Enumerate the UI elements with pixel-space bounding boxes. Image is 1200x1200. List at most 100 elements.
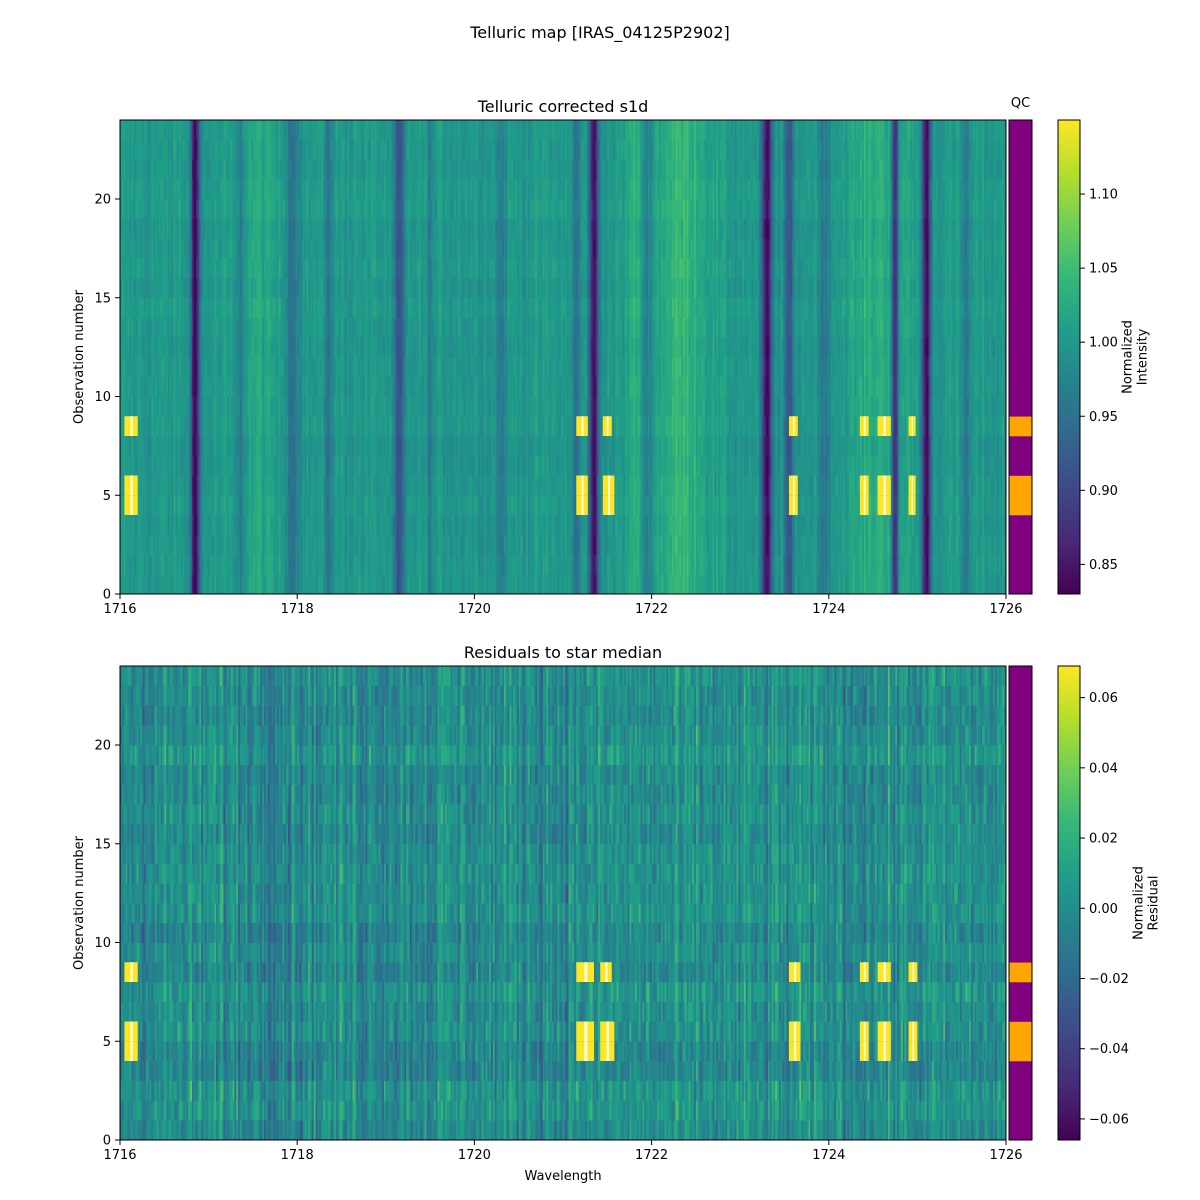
heatmap-cell	[533, 515, 536, 536]
heatmap-cell	[136, 554, 139, 575]
heatmap-cell	[699, 554, 702, 575]
heatmap-cell	[945, 574, 948, 595]
heatmap-cell	[282, 515, 285, 536]
heatmap-cell	[295, 475, 298, 496]
heatmap-cell	[895, 475, 898, 496]
heatmap-cell	[688, 515, 691, 536]
heatmap-cell	[673, 534, 676, 555]
heatmap-cell	[937, 436, 940, 457]
heatmap-cell	[991, 534, 994, 555]
heatmap-cell	[712, 534, 715, 555]
heatmap-cell	[487, 515, 490, 536]
heatmap-cell	[941, 436, 944, 457]
heatmap-cell	[677, 455, 680, 476]
heatmap-cell	[166, 416, 169, 437]
heatmap-cell	[902, 455, 905, 476]
heatmap-cell	[197, 416, 200, 437]
heatmap-cell	[524, 495, 527, 516]
heatmap-cell	[509, 455, 512, 476]
heatmap-cell	[694, 515, 697, 536]
heatmap-cell	[393, 515, 396, 536]
heatmap-cell	[548, 554, 551, 575]
heatmap-cell	[206, 554, 209, 575]
heatmap-cell	[823, 534, 826, 555]
heatmap-cell	[452, 515, 455, 536]
heatmap-cell	[577, 455, 581, 476]
heatmap-cell	[725, 475, 728, 496]
heatmap-cell	[239, 515, 243, 536]
heatmap-cell	[273, 475, 276, 496]
heatmap-cell	[169, 455, 173, 476]
heatmap-cell	[156, 495, 160, 516]
heatmap-cell	[147, 455, 150, 476]
heatmap-cell	[225, 574, 228, 595]
heatmap-cell	[186, 416, 189, 437]
heatmap-cell	[873, 475, 876, 496]
heatmap-cell	[443, 495, 446, 516]
heatmap-cell	[415, 554, 418, 575]
heatmap-cell	[579, 554, 582, 575]
heatmap-cell	[808, 534, 811, 555]
heatmap-cell	[169, 495, 173, 516]
heatmap-cell	[282, 436, 285, 457]
heatmap-cell	[179, 574, 182, 595]
heatmap-cell	[293, 574, 296, 595]
heatmap-cell	[653, 495, 656, 516]
heatmap-cell	[341, 495, 344, 516]
heatmap-cell	[492, 554, 496, 575]
heatmap-cell	[754, 495, 758, 516]
heatmap-cell	[841, 455, 844, 476]
heatmap-cell	[280, 455, 283, 476]
heatmap-cell	[675, 495, 678, 516]
heatmap-cell	[725, 495, 728, 516]
heatmap-cell	[184, 515, 187, 536]
heatmap-cell	[369, 515, 372, 536]
heatmap-cell	[212, 574, 215, 595]
heatmap-cell	[527, 475, 531, 496]
heatmap-cell	[799, 455, 802, 476]
heatmap-cell	[232, 574, 235, 595]
heatmap-cell	[922, 436, 926, 457]
heatmap-cell	[203, 515, 206, 536]
heatmap-cell	[387, 554, 390, 575]
heatmap-cell	[437, 475, 440, 496]
heatmap-cell	[908, 455, 911, 476]
heatmap-cell	[332, 455, 335, 476]
heatmap-cell	[511, 534, 514, 555]
heatmap-cell	[299, 554, 302, 575]
heatmap-cell	[965, 475, 968, 496]
heatmap-cell	[694, 475, 697, 496]
heatmap-cell	[673, 554, 676, 575]
heatmap-cell	[647, 574, 651, 595]
heatmap-cell	[455, 455, 459, 476]
heatmap-cell	[311, 574, 315, 595]
heatmap-cell	[804, 455, 808, 476]
heatmap-cell	[507, 455, 510, 476]
heatmap-cell	[120, 416, 123, 437]
heatmap-cell	[780, 495, 784, 516]
heatmap-cell	[422, 436, 425, 457]
heatmap-cell	[398, 534, 401, 555]
heatmap-cell	[276, 416, 280, 437]
heatmap-cell	[446, 554, 449, 575]
heatmap-cell	[369, 436, 372, 457]
heatmap-cell	[374, 515, 377, 536]
heatmap-cell	[705, 574, 708, 595]
heatmap-cell	[369, 574, 372, 595]
heatmap-cell	[902, 495, 905, 516]
heatmap-cell	[243, 515, 246, 536]
heatmap-cell	[380, 554, 383, 575]
heatmap-cell	[843, 574, 846, 595]
heatmap-cell	[653, 574, 656, 595]
heatmap-cell	[620, 455, 623, 476]
heatmap-cell	[895, 515, 898, 536]
heatmap-cell	[793, 455, 796, 476]
heatmap-cell	[697, 574, 700, 595]
heatmap-cell	[771, 554, 774, 575]
heatmap-cell	[721, 515, 724, 536]
heatmap-cell	[647, 554, 651, 575]
heatmap-cell	[509, 475, 512, 496]
heatmap-cell	[898, 475, 902, 496]
heatmap-cell	[450, 436, 453, 457]
heatmap-cell	[705, 475, 708, 496]
